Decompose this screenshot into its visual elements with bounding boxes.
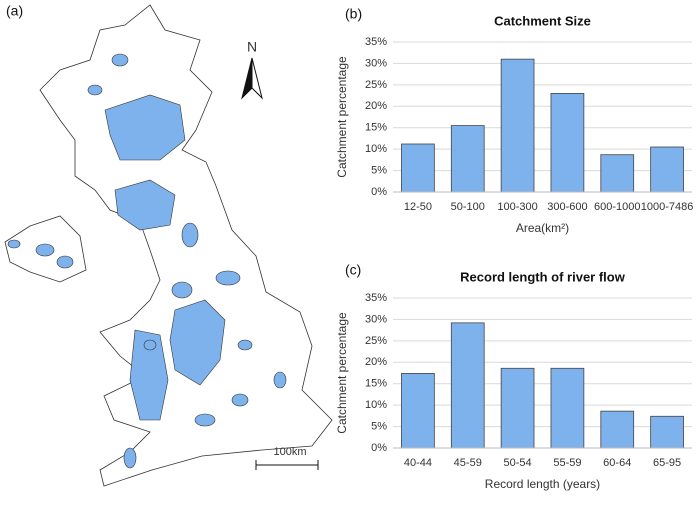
y-tick-label: 35% [365, 36, 387, 48]
chart-title: Catchment Size [494, 13, 591, 28]
catchment [181, 222, 199, 248]
catchment [104, 94, 186, 161]
catchment [143, 339, 157, 351]
panel-label: (b) [345, 6, 362, 22]
x-tick-label: 300-600 [547, 201, 587, 213]
x-tick-label: 1000-7486 [641, 201, 694, 213]
chart-title: Record length of river flow [460, 269, 626, 284]
catchment [7, 239, 21, 249]
scale-label: 100km [273, 446, 306, 458]
x-axis-label: Record length (years) [485, 477, 600, 491]
north-arrow [241, 57, 253, 100]
scale-bar [255, 460, 319, 470]
y-tick-label: 5% [371, 420, 387, 432]
bar [401, 143, 435, 193]
catchment [273, 371, 287, 389]
y-tick-label: 0% [371, 186, 387, 198]
north-arrow [251, 57, 263, 100]
x-tick-label: 12-50 [404, 201, 432, 213]
catchment [129, 329, 169, 421]
catchment [194, 413, 216, 427]
map: (a) N 100km [4, 3, 333, 487]
y-tick-label: 30% [365, 313, 387, 325]
x-tick-label: 50-100 [451, 201, 485, 213]
y-tick-label: 35% [365, 292, 387, 304]
catchment [56, 255, 74, 269]
catchment [111, 53, 129, 67]
catchment [231, 393, 249, 407]
bar [450, 322, 485, 449]
bar [500, 367, 535, 449]
bar [650, 146, 684, 193]
north-label: N [247, 39, 257, 55]
y-tick-label: 20% [365, 356, 387, 368]
x-axis-label: Area(km²) [516, 221, 569, 235]
catchment [169, 299, 226, 386]
y-tick-label: 20% [365, 100, 387, 112]
catchment [114, 179, 176, 231]
y-tick-label: 15% [365, 378, 387, 390]
panel-label: (c) [345, 262, 361, 278]
y-tick-label: 25% [365, 335, 387, 347]
bar [650, 415, 684, 449]
x-tick-label: 55-59 [553, 457, 581, 469]
x-tick-label: 40-44 [404, 457, 432, 469]
catchment [171, 281, 193, 299]
bar [550, 93, 585, 193]
y-tick-label: 5% [371, 164, 387, 176]
bar [600, 410, 635, 449]
bar [600, 154, 635, 193]
catchment [35, 243, 55, 257]
bar [500, 58, 535, 193]
x-tick-label: 50-54 [504, 457, 532, 469]
catchment [87, 84, 103, 96]
catchment [215, 270, 241, 286]
bar [450, 125, 485, 193]
y-axis-label: Catchment percentage [335, 312, 349, 434]
y-axis-label: Catchment percentage [335, 56, 349, 178]
x-tick-label: 65-95 [653, 457, 681, 469]
y-tick-label: 15% [365, 122, 387, 134]
catchments [7, 53, 287, 469]
y-tick-label: 10% [365, 399, 387, 411]
x-tick-label: 60-64 [603, 457, 631, 469]
x-tick-label: 100-300 [497, 201, 537, 213]
x-tick-label: 45-59 [454, 457, 482, 469]
y-tick-label: 0% [371, 442, 387, 454]
catchment [123, 447, 137, 469]
panel-label: (a) [6, 3, 23, 19]
x-tick-label: 600-1000 [594, 201, 641, 213]
y-tick-label: 25% [365, 79, 387, 91]
y-tick-label: 30% [365, 57, 387, 69]
bar [550, 367, 585, 449]
y-tick-label: 10% [365, 143, 387, 155]
catchment [237, 339, 253, 351]
bar [401, 373, 435, 449]
